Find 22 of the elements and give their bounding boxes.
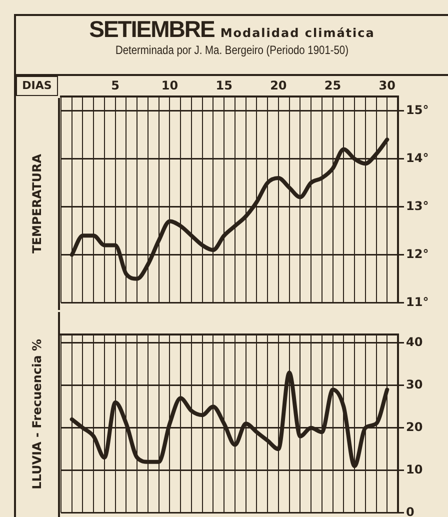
y-tick-label: 14° bbox=[406, 150, 429, 165]
y-tick-label: 11° bbox=[406, 294, 429, 309]
x-tick-label: 20 bbox=[270, 78, 287, 92]
x-axis-title: DIAS bbox=[16, 76, 58, 96]
y-tick-label: 13° bbox=[406, 198, 429, 213]
y-tick-label: 30 bbox=[406, 377, 423, 392]
y-tick-label: 40 bbox=[406, 335, 423, 350]
x-tick-label: 10 bbox=[161, 78, 178, 92]
y-tick-label: 0 bbox=[406, 504, 414, 517]
text: Determinada por J. Ma. Bergeiro (Periodo 1901-50) bbox=[114, 43, 350, 57]
x-tick-label: 15 bbox=[216, 78, 232, 92]
y-tick-label: 12° bbox=[406, 246, 429, 261]
y-axis-title: TEMPERATURA bbox=[30, 154, 44, 254]
y-tick-label: 10 bbox=[406, 462, 423, 476]
chart-subtitle: Modalidad climática bbox=[220, 26, 375, 40]
x-tick-label: 30 bbox=[378, 78, 396, 92]
y-axis-title: LLUVIA - Frecuencia % bbox=[30, 339, 44, 490]
chart-title: SETIEMBRE bbox=[89, 16, 214, 42]
y-tick-label: 20 bbox=[406, 420, 423, 434]
x-tick-label: 5 bbox=[111, 78, 120, 92]
y-tick-label: 15° bbox=[406, 102, 429, 117]
x-tick-label: 25 bbox=[324, 78, 342, 92]
